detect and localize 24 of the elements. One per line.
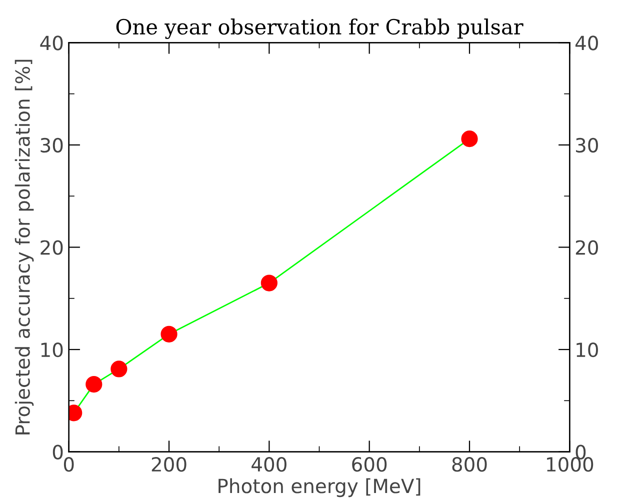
x-axis-title: Photon energy [MeV] xyxy=(218,478,420,498)
y-tick-label: 40 xyxy=(40,36,63,50)
x-tick-label: 400 xyxy=(252,457,286,472)
point xyxy=(160,326,178,342)
y-tick-label: 20 xyxy=(40,240,63,255)
y2-tick-label: 10 xyxy=(576,342,598,358)
y-tick-label: 0 xyxy=(52,444,63,460)
y-tick-label: 10 xyxy=(41,342,63,358)
x-tick-label: 800 xyxy=(452,457,487,472)
y2-tick-label: 40 xyxy=(575,36,598,50)
x-tick-label: 0 xyxy=(64,457,74,472)
y2-tick-label: 20 xyxy=(576,240,598,255)
y2-tick-label: 30 xyxy=(576,138,598,153)
point xyxy=(461,130,478,148)
y-tick-label: 30 xyxy=(40,138,63,153)
point xyxy=(86,376,102,393)
point xyxy=(110,360,128,378)
x-tick-label: 1000 xyxy=(547,457,594,472)
y-axis-title: Projected accuracy for polarization [%] xyxy=(14,60,34,434)
chart-title: One year observation for Crabb pulsar xyxy=(116,18,524,39)
point xyxy=(260,274,278,292)
x-tick-label: 600 xyxy=(352,457,387,472)
y2-tick-label: 0 xyxy=(576,444,586,460)
x-tick-label: 200 xyxy=(152,457,186,472)
